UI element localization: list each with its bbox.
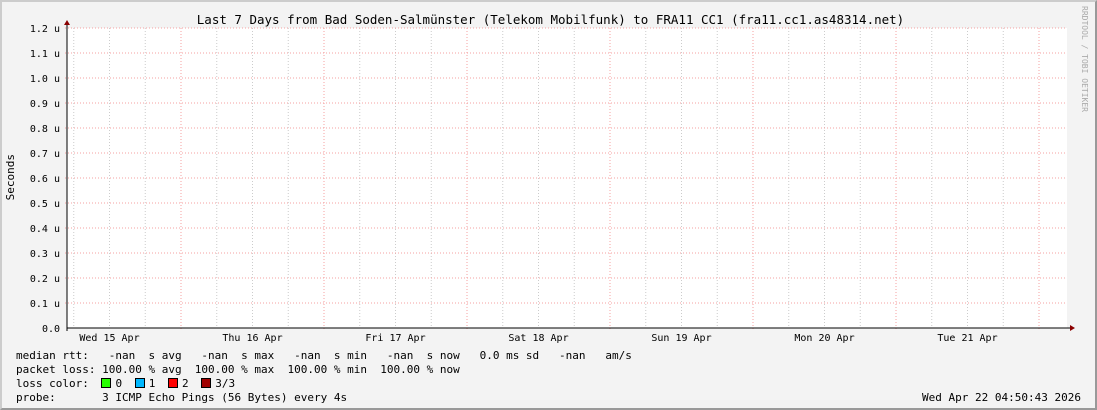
loss-swatch-3 bbox=[201, 378, 212, 388]
y-tick-label: 1.1 u bbox=[30, 49, 60, 60]
y-tick-label: 0.9 u bbox=[30, 99, 60, 110]
y-tick-label: 0.4 u bbox=[30, 224, 60, 235]
y-tick-label: 0.3 u bbox=[30, 249, 60, 260]
y-tick-label: 1.2 u bbox=[30, 24, 60, 35]
loss-color-label: loss color: bbox=[16, 377, 89, 390]
loss-swatch-2 bbox=[167, 378, 178, 388]
x-tick-label: Wed 15 Apr bbox=[79, 333, 139, 344]
x-tick-label: Thu 16 Apr bbox=[222, 333, 282, 344]
x-tick-label: Tue 21 Apr bbox=[937, 333, 997, 344]
y-tick-label: 0.2 u bbox=[30, 274, 60, 285]
y-tick-label: 0.5 u bbox=[30, 199, 60, 210]
x-tick-label: Fri 17 Apr bbox=[365, 333, 425, 344]
loss-swatch-1 bbox=[134, 378, 145, 388]
y-tick-label: 1.0 u bbox=[30, 74, 60, 85]
loss-label-1: 1 bbox=[148, 377, 156, 390]
y-tick-label: 0.6 u bbox=[30, 174, 60, 185]
x-axis-arrow-icon bbox=[1070, 325, 1075, 331]
timestamp: Wed Apr 22 04:50:43 2026 bbox=[922, 391, 1081, 404]
chart-title: Last 7 Days from Bad Soden-Salmünster (T… bbox=[196, 12, 905, 27]
loss-label-3: 3/3 bbox=[215, 377, 236, 390]
loss-label-0: 0 bbox=[115, 377, 123, 390]
x-tick-label: Sun 19 Apr bbox=[651, 333, 711, 344]
watermark: RRDTOOL / TOBI OETIKER bbox=[1080, 6, 1089, 112]
probe-line: probe: 3 ICMP Echo Pings (56 Bytes) ever… bbox=[16, 391, 348, 404]
y-tick-label: 0.0 bbox=[42, 324, 60, 335]
x-tick-label: Sat 18 Apr bbox=[508, 333, 568, 344]
x-tick-label: Mon 20 Apr bbox=[794, 333, 854, 344]
packet-loss-line: packet loss: 100.00 % avg 100.00 % max 1… bbox=[16, 363, 460, 376]
y-tick-label: 0.8 u bbox=[30, 124, 60, 135]
y-tick-label: 0.7 u bbox=[30, 149, 60, 160]
y-tick-label: 0.1 u bbox=[30, 299, 60, 310]
median-rtt-line: median rtt: -nan s avg -nan s max -nan s… bbox=[16, 349, 632, 362]
y-axis-label: Seconds bbox=[4, 154, 17, 201]
loss-label-2: 2 bbox=[181, 377, 189, 390]
loss-color-line: loss color: 0 1 2 3/3 bbox=[16, 377, 235, 390]
y-axis-arrow-icon bbox=[64, 20, 70, 25]
loss-swatch-0 bbox=[101, 378, 112, 388]
